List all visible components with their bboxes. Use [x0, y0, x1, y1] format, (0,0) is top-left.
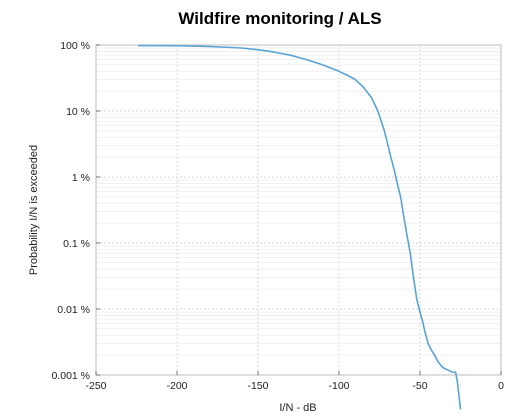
y-tick-label: 0.1 % — [63, 238, 90, 250]
y-axis-label: Probability I/N is exceeded — [28, 145, 40, 275]
chart-title: Wildfire monitoring / ALS — [178, 9, 381, 28]
x-tick-label: -250 — [85, 380, 106, 392]
series-group — [138, 44, 462, 410]
x-tick-label: 0 — [498, 380, 504, 392]
y-tick-label: 1 % — [72, 172, 90, 184]
x-tick-label: -100 — [328, 380, 349, 392]
grid — [95, 44, 502, 376]
x-axis-label: I/N - dB — [279, 402, 316, 414]
plot-frame — [95, 44, 502, 376]
y-tick-label: 100 % — [60, 40, 90, 52]
x-axis-ticks: -250 -200 -150 -100 -50 0 — [85, 371, 504, 392]
x-tick-label: -50 — [412, 380, 427, 392]
y-tick-label: 0.01 % — [57, 304, 90, 316]
series-line — [138, 44, 462, 410]
y-axis-ticks: 100 % 10 % 1 % 0.1 % 0.01 % 0.001 % — [51, 40, 100, 382]
y-tick-label: 0.001 % — [51, 370, 90, 382]
x-tick-label: -150 — [247, 380, 268, 392]
y-tick-label: 10 % — [66, 106, 90, 118]
x-tick-label: -200 — [166, 380, 187, 392]
